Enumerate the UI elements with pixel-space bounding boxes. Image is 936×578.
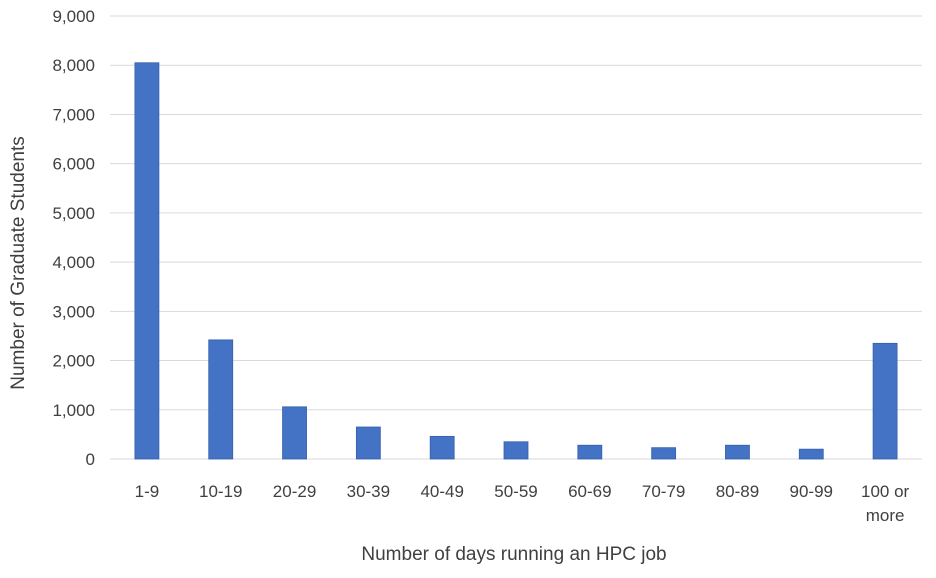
x-tick-labels: 1-9 10-19 20-29 30-39 40-49 50-59 60-69 70-79 80… xyxy=(135,482,910,525)
x-tick-label: 40-49 xyxy=(420,482,463,501)
bar-30-39 xyxy=(355,426,381,460)
bar-50-59 xyxy=(503,441,529,460)
y-tick-label: 1,000 xyxy=(52,401,95,420)
bars xyxy=(134,62,898,460)
y-tick-label: 6,000 xyxy=(52,155,95,174)
y-tick-label: 4,000 xyxy=(52,253,95,272)
y-tick-labels: 0 1,000 2,000 3,000 4,000 5,000 6,000 7,000 8,00… xyxy=(52,7,95,469)
y-tick-label: 5,000 xyxy=(52,204,95,223)
bar-1-9 xyxy=(134,62,160,460)
x-tick-label: 50-59 xyxy=(494,482,537,501)
x-tick-label: 10-19 xyxy=(199,482,242,501)
bar-20-29 xyxy=(282,406,307,460)
y-tick-label: 2,000 xyxy=(52,352,95,371)
x-axis-title: Number of days running an HPC job xyxy=(361,544,666,565)
y-axis-title: Number of Graduate Students xyxy=(8,136,29,389)
x-tick-label: 60-69 xyxy=(568,482,611,501)
x-tick-label: 1-9 xyxy=(135,482,160,501)
bar-100-or-more xyxy=(872,342,898,460)
x-tick-label: 70-79 xyxy=(642,482,685,501)
x-tick-label: 100 or xyxy=(861,482,910,501)
y-tick-label: 7,000 xyxy=(52,105,95,124)
x-tick-label: more xyxy=(866,506,905,525)
y-tick-label: 8,000 xyxy=(52,56,95,75)
gridlines xyxy=(110,15,922,460)
y-tick-label: 9,000 xyxy=(52,7,95,26)
bar-40-49 xyxy=(429,435,455,460)
y-tick-label: 0 xyxy=(86,450,95,469)
bar-60-69 xyxy=(577,444,603,460)
x-tick-label: 20-29 xyxy=(273,482,316,501)
bar-70-79 xyxy=(651,447,677,460)
bar-80-89 xyxy=(725,444,750,460)
x-tick-label: 90-99 xyxy=(790,482,833,501)
bar-10-19 xyxy=(208,339,234,460)
x-tick-label: 30-39 xyxy=(347,482,390,501)
bar-90-99 xyxy=(798,448,824,460)
y-tick-label: 3,000 xyxy=(52,302,95,321)
x-tick-label: 80-89 xyxy=(716,482,759,501)
